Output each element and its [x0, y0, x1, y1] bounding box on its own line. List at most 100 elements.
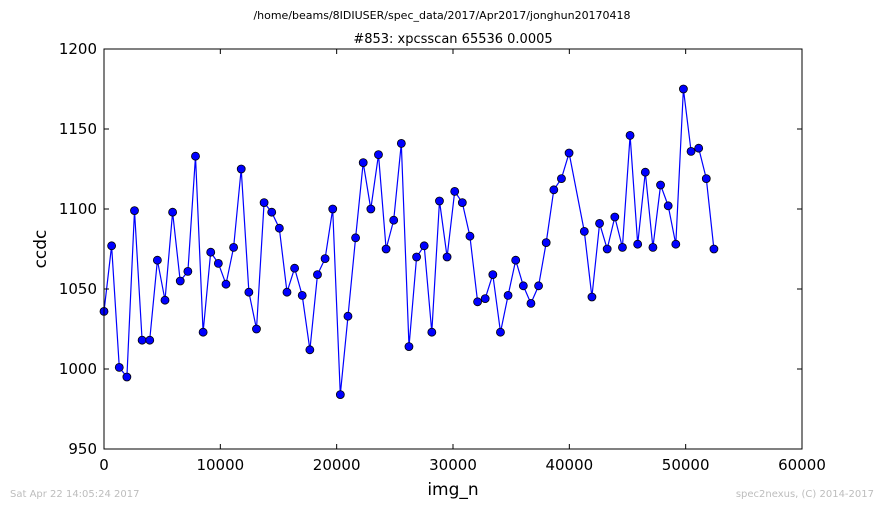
data-point: [259, 198, 269, 208]
x-tick-label: 60000: [778, 456, 826, 474]
y-tick-label: 1050: [59, 280, 97, 298]
data-point: [579, 226, 589, 236]
data-point: [122, 372, 132, 382]
y-axis-label: ccdc: [31, 230, 51, 269]
data-point: [465, 231, 475, 241]
data-point: [679, 84, 688, 94]
x-tick-label: 30000: [429, 456, 477, 474]
data-point: [290, 263, 300, 273]
data-point: [389, 215, 399, 225]
data-point: [137, 335, 147, 345]
y-tick-label: 1000: [59, 360, 97, 378]
data-point: [450, 186, 460, 196]
data-point: [374, 150, 383, 160]
data-point: [671, 239, 681, 249]
data-point: [152, 255, 162, 265]
data-point: [168, 207, 178, 217]
chart-title: #853: xpcsscan 65536 0.0005: [353, 32, 552, 47]
data-point: [114, 362, 124, 372]
data-point: [526, 298, 536, 308]
data-point: [549, 185, 559, 195]
x-tick-label: 0: [99, 456, 109, 474]
data-point: [587, 292, 597, 302]
data-point: [313, 270, 322, 280]
data-point: [694, 143, 704, 153]
data-point: [236, 164, 246, 174]
data-point: [503, 290, 513, 300]
data-point: [107, 241, 117, 251]
data-point: [206, 247, 216, 257]
data-point: [496, 327, 505, 337]
data-point: [404, 342, 414, 352]
data-point: [457, 198, 467, 208]
data-point: [160, 295, 170, 305]
data-point: [656, 180, 665, 190]
footer-timestamp: Sat Apr 22 14:05:24 2017: [10, 489, 140, 500]
y-tick-label: 1150: [59, 120, 97, 138]
data-point: [518, 281, 528, 291]
data-point: [130, 206, 139, 216]
x-tick-label: 50000: [662, 456, 710, 474]
x-tick-label: 20000: [313, 456, 361, 474]
data-point: [534, 281, 543, 291]
data-point: [511, 255, 521, 265]
data-point: [297, 290, 307, 300]
data-point: [213, 258, 223, 268]
data-point: [602, 244, 612, 254]
data-point: [328, 204, 338, 214]
data-point: [198, 327, 208, 337]
data-point: [412, 252, 421, 262]
data-point: [335, 390, 345, 400]
data-point: [191, 151, 200, 161]
data-point: [252, 324, 261, 334]
data-point: [427, 327, 437, 337]
data-point: [557, 174, 566, 184]
data-point: [175, 276, 185, 286]
data-point: [320, 254, 330, 264]
footer-credit: spec2nexus, (C) 2014-2017: [736, 489, 874, 500]
figure-suptitle: /home/beams/8IDIUSER/spec_data/2017/Apr2…: [253, 9, 630, 22]
data-point: [480, 294, 490, 304]
x-tick-label: 40000: [545, 456, 593, 474]
x-tick-label: 10000: [196, 456, 244, 474]
data-point: [709, 244, 719, 254]
plot-area: [99, 84, 719, 400]
data-point: [145, 335, 155, 345]
data-point: [442, 252, 452, 262]
data-point: [381, 244, 391, 254]
data-point: [229, 242, 239, 252]
data-point: [366, 204, 376, 214]
data-point: [595, 218, 604, 228]
data-point: [305, 345, 315, 355]
data-point: [358, 158, 368, 168]
data-point: [488, 270, 498, 280]
x-axis-label: img_n: [427, 480, 478, 500]
data-point: [473, 297, 482, 307]
data-point: [686, 146, 696, 156]
data-point: [640, 167, 650, 177]
data-point: [343, 311, 353, 321]
data-point: [610, 212, 620, 222]
data-point: [221, 279, 231, 289]
data-point: [267, 207, 277, 217]
y-axis: 950 1000 1050 1100 1150 1200: [59, 40, 802, 458]
data-point: [183, 266, 193, 276]
data-point: [435, 196, 444, 206]
data-point: [663, 201, 673, 211]
data-point: [282, 287, 292, 297]
data-point: [618, 242, 627, 252]
data-point: [274, 223, 284, 233]
data-point: [633, 239, 643, 249]
data-point: [419, 241, 429, 251]
y-tick-label: 1100: [59, 200, 97, 218]
data-point: [351, 233, 360, 243]
y-tick-label: 1200: [59, 40, 97, 58]
data-point: [564, 148, 574, 158]
y-tick-label: 950: [68, 440, 97, 458]
data-point: [701, 174, 711, 184]
data-point: [541, 238, 551, 248]
data-point: [396, 138, 406, 148]
series-line: [103, 88, 715, 395]
data-point: [625, 130, 635, 140]
